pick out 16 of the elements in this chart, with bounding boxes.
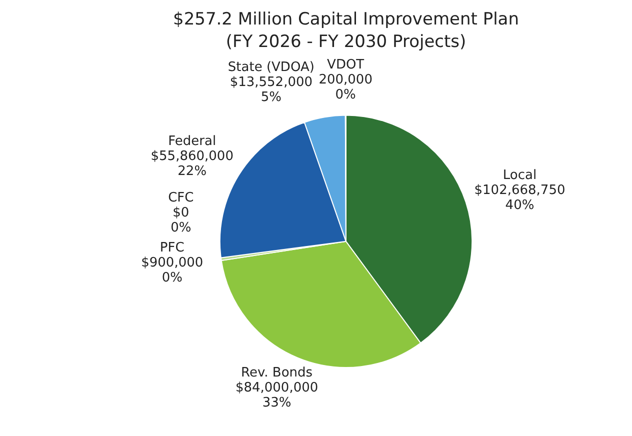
slice-label: State (VDOA): [228, 60, 314, 75]
slice-label: PFC: [160, 240, 184, 256]
slice-label: Federal: [168, 134, 216, 149]
slice-label: Rev. Bonds: [241, 366, 313, 381]
slice-label: Local: [502, 168, 537, 183]
chart-title: $257.2 Million Capital Improvement Plan: [173, 10, 519, 30]
text: $0 0%: [170, 206, 192, 236]
data-label: $102,668,750 40%: [474, 182, 566, 213]
data-label: $13,552,000 5%: [230, 74, 313, 105]
slice-label: VDOT: [327, 58, 364, 73]
data-label: $84,000,000 33%: [235, 380, 318, 411]
data-label: $55,860,000 22%: [150, 148, 234, 179]
chart-subtitle: (FY 2026 - FY 2030 Projects): [226, 32, 466, 52]
data-label: $900,000 0%: [141, 255, 204, 286]
data-label: 200,000 0%: [318, 72, 372, 103]
category-label: CFC: [168, 190, 194, 206]
